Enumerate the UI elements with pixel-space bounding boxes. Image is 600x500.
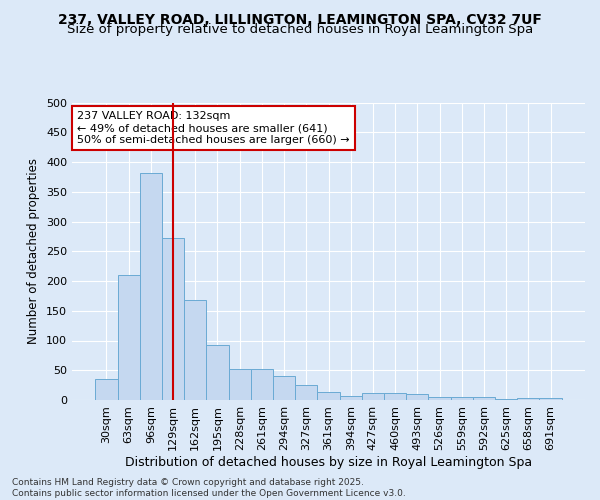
Bar bbox=[362, 393, 384, 400]
Bar bbox=[473, 397, 495, 400]
Bar bbox=[295, 385, 317, 400]
Bar bbox=[206, 344, 229, 400]
Text: 237, VALLEY ROAD, LILLINGTON, LEAMINGTON SPA, CV32 7UF: 237, VALLEY ROAD, LILLINGTON, LEAMINGTON… bbox=[58, 12, 542, 26]
Bar bbox=[539, 398, 562, 400]
Bar bbox=[451, 397, 473, 400]
Bar bbox=[317, 392, 340, 400]
Bar bbox=[162, 238, 184, 400]
Bar bbox=[184, 300, 206, 400]
Bar bbox=[517, 398, 539, 400]
Bar bbox=[95, 379, 118, 400]
Bar bbox=[340, 396, 362, 400]
Bar bbox=[273, 376, 295, 400]
Bar bbox=[251, 369, 273, 400]
Y-axis label: Number of detached properties: Number of detached properties bbox=[28, 158, 40, 344]
Text: Contains HM Land Registry data © Crown copyright and database right 2025.
Contai: Contains HM Land Registry data © Crown c… bbox=[12, 478, 406, 498]
Text: 237 VALLEY ROAD: 132sqm
← 49% of detached houses are smaller (641)
50% of semi-d: 237 VALLEY ROAD: 132sqm ← 49% of detache… bbox=[77, 112, 350, 144]
Text: Size of property relative to detached houses in Royal Leamington Spa: Size of property relative to detached ho… bbox=[67, 24, 533, 36]
X-axis label: Distribution of detached houses by size in Royal Leamington Spa: Distribution of detached houses by size … bbox=[125, 456, 532, 468]
Bar bbox=[406, 394, 428, 400]
Bar bbox=[384, 393, 406, 400]
Bar bbox=[428, 397, 451, 400]
Bar bbox=[118, 275, 140, 400]
Bar bbox=[229, 369, 251, 400]
Bar bbox=[140, 172, 162, 400]
